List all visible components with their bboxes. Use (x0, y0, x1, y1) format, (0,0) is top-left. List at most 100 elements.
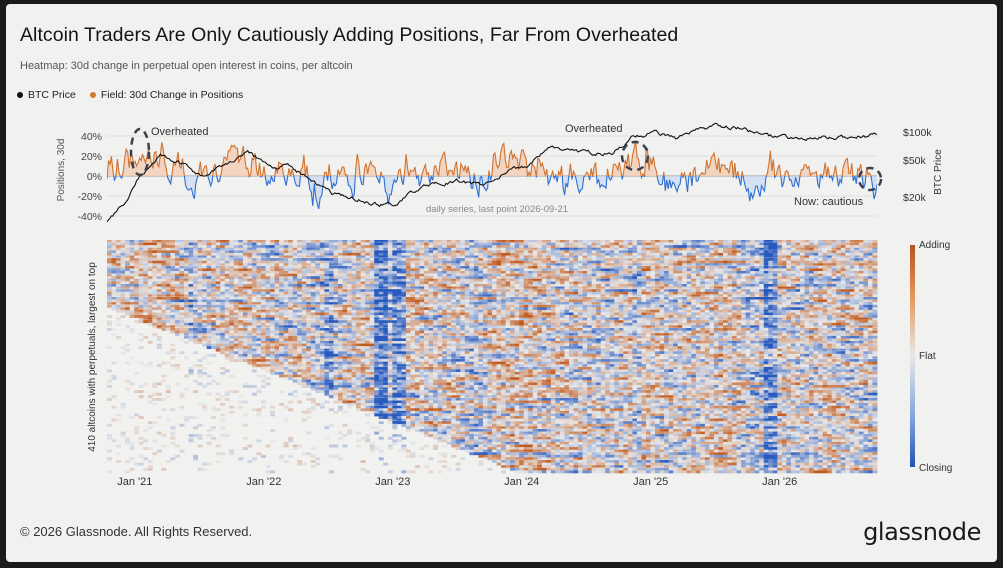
heatmap-cell (854, 299, 860, 303)
heatmap-cell (165, 271, 171, 274)
heatmap-cell (763, 294, 769, 298)
legend-item-field[interactable]: Field: 30d Change in Positions (89, 89, 243, 101)
heatmap-cell (365, 252, 371, 256)
heatmap-cell (405, 260, 411, 264)
heatmap-cell (836, 307, 842, 311)
heatmap-cell (664, 289, 670, 293)
heatmap-cell (501, 286, 506, 290)
heatmap-cell (319, 312, 325, 316)
heatmap-cell (220, 276, 226, 280)
heatmap-cell (582, 263, 588, 267)
heatmap-cell (659, 302, 665, 306)
heatmap-cell (600, 263, 606, 267)
legend-item-btc[interactable]: BTC Price (17, 89, 76, 101)
heatmap-cell (700, 255, 706, 259)
heatmap-cell (283, 284, 289, 287)
heatmap-cell (378, 278, 384, 282)
heatmap-cell (374, 291, 380, 295)
heatmap-cell (143, 263, 149, 267)
heatmap-cell (261, 315, 266, 318)
heatmap-cell (134, 265, 140, 269)
heatmap-cell (220, 294, 226, 298)
heatmap-cell (143, 289, 149, 293)
heatmap-cell (682, 258, 688, 262)
heatmap-cell (297, 247, 303, 251)
heatmap-cell (174, 284, 180, 287)
heatmap-cell (523, 273, 529, 277)
heatmap-cell (310, 281, 316, 285)
heatmap-cell (206, 240, 212, 243)
heatmap-cell (514, 296, 520, 300)
heatmap-cell (636, 312, 642, 316)
heatmap-cell (632, 289, 638, 293)
heatmap-cell (333, 260, 339, 264)
heatmap-cell (324, 247, 330, 251)
heatmap-cell (641, 273, 647, 277)
heatmap-cell (550, 265, 556, 269)
heatmap-cell (682, 296, 688, 300)
heatmap-cell (460, 296, 466, 300)
heatmap-cell (695, 281, 701, 285)
heatmap-cell (804, 245, 810, 249)
heatmap-cell (732, 302, 737, 306)
heatmap-cell (723, 309, 728, 313)
heatmap-cell (555, 296, 561, 300)
heatmap-cell (347, 289, 352, 293)
heatmap-cell (496, 291, 502, 295)
heatmap-cell (125, 265, 131, 269)
heatmap-cell (211, 265, 217, 269)
heatmap-cell (138, 240, 144, 243)
heatmap-cell (174, 291, 180, 295)
heatmap-cell (405, 294, 411, 298)
heatmap-cell (356, 278, 362, 282)
heatmap-cell (713, 286, 719, 290)
heatmap-cell (686, 296, 692, 300)
heatmap-cell (242, 281, 248, 285)
heatmap-cell (279, 247, 285, 251)
heatmap-cell (451, 271, 457, 274)
heatmap-cell (578, 242, 583, 246)
heatmap-cell (863, 271, 869, 274)
heatmap-cell (455, 299, 461, 303)
heatmap-cell (455, 289, 461, 293)
heatmap-cell (464, 255, 470, 259)
heatmap-cell (541, 309, 547, 313)
heatmap-cell (822, 271, 828, 274)
heatmap-cell (800, 250, 805, 254)
heatmap-cell (795, 281, 801, 285)
heatmap-cell (605, 271, 611, 274)
heatmap-cell (541, 302, 547, 306)
heatmap-cell (713, 281, 719, 285)
heatmap-cell (809, 265, 814, 269)
heatmap-cell (582, 294, 588, 298)
heatmap-cell (274, 299, 280, 303)
heatmap-cell (138, 263, 144, 267)
heatmap-cell (229, 247, 235, 251)
heatmap-cell (369, 260, 375, 264)
heatmap-cell (319, 258, 325, 262)
heatmap-cell (781, 307, 787, 311)
heatmap-cell (709, 302, 715, 306)
heatmap-cell (424, 273, 429, 277)
heatmap-cell (790, 252, 796, 256)
heatmap-cell (446, 302, 452, 306)
heatmap-cell (732, 265, 737, 269)
heatmap-cell (723, 245, 728, 249)
heatmap-cell (532, 265, 538, 269)
heatmap-cell (405, 245, 411, 249)
heatmap-cell (138, 250, 144, 254)
heatmap-cell (831, 281, 837, 285)
heatmap-cell (650, 299, 656, 303)
heatmap-cell (261, 299, 266, 303)
heatmap-cell (233, 284, 239, 287)
heatmap-cell (233, 240, 239, 243)
heatmap-cell (478, 263, 484, 267)
heatmap-cell (537, 252, 543, 256)
heatmap-cell (867, 273, 873, 277)
heatmap-cell (410, 245, 416, 249)
heatmap-cell (641, 304, 647, 308)
heatmap-cell (220, 291, 226, 295)
heatmap-cell (328, 312, 334, 316)
heatmap-cell (519, 309, 525, 313)
heatmap-cell (401, 242, 407, 246)
